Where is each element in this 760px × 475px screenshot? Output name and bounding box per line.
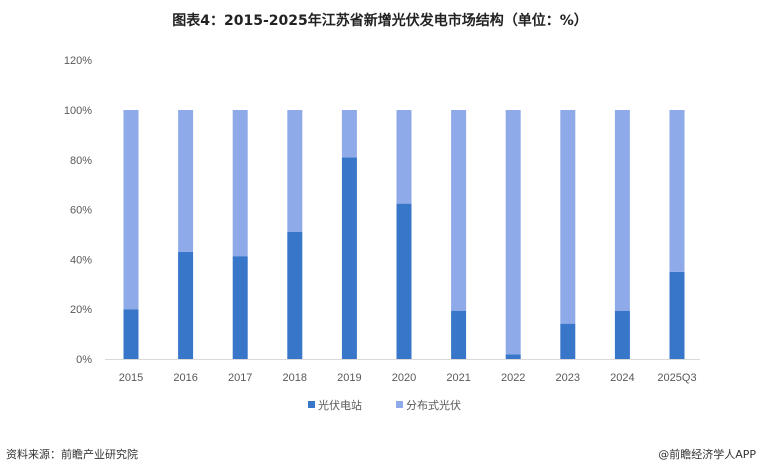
x-tick-label: 2020 (392, 372, 416, 384)
legend-swatch (308, 401, 315, 408)
x-tick-label: 2025Q3 (657, 372, 696, 384)
y-tick-label: 60% (70, 205, 92, 217)
y-tick-label: 40% (70, 254, 92, 266)
y-tick-label: 0% (76, 354, 92, 366)
bar-segment (396, 110, 412, 204)
x-tick-label: 2015 (119, 372, 143, 384)
bar-segment (123, 309, 139, 359)
y-tick-label: 120% (64, 55, 92, 67)
bar-segment (232, 110, 248, 257)
source-note: 资料来源：前瞻产业研究院 (6, 448, 138, 461)
x-tick-label: 2022 (501, 372, 525, 384)
bar-segment (451, 110, 467, 311)
x-tick-label: 2024 (610, 372, 634, 384)
bar-segment (341, 110, 357, 158)
bar-segment (505, 110, 521, 355)
x-tick-label: 2018 (283, 372, 307, 384)
x-tick-label: 2023 (556, 372, 580, 384)
chart-title: 图表4：2015-2025年江苏省新增光伏发电市场结构（单位：%） (172, 13, 588, 29)
bar-segment (451, 310, 467, 359)
bar-segment (505, 354, 521, 359)
y-tick-label: 20% (70, 304, 92, 316)
x-tick-label: 2019 (337, 372, 361, 384)
bar-segment (287, 110, 303, 233)
bar-segment (341, 157, 357, 359)
legend-label: 分布式光伏 (406, 398, 461, 412)
bar-segment (123, 110, 139, 310)
legend-label: 光伏电站 (318, 398, 362, 412)
x-tick-label: 2021 (446, 372, 470, 384)
bar-segment (614, 310, 630, 359)
bar-segment (614, 110, 630, 311)
bar-segment (232, 256, 248, 359)
y-tick-label: 100% (64, 105, 92, 117)
y-tick-label: 80% (70, 155, 92, 167)
legend-swatch (396, 401, 403, 408)
bar-segment (560, 110, 576, 324)
brand-credit: @前瞻经济学人APP (658, 448, 756, 461)
bar-segment (396, 203, 412, 359)
bar-segment (669, 110, 685, 272)
bar-segment (178, 110, 194, 252)
bar-segment (560, 323, 576, 359)
x-tick-label: 2017 (228, 372, 252, 384)
x-tick-label: 2016 (173, 372, 197, 384)
bar-segment (287, 232, 303, 359)
bar-segment (178, 251, 194, 359)
bar-segment (669, 271, 685, 359)
